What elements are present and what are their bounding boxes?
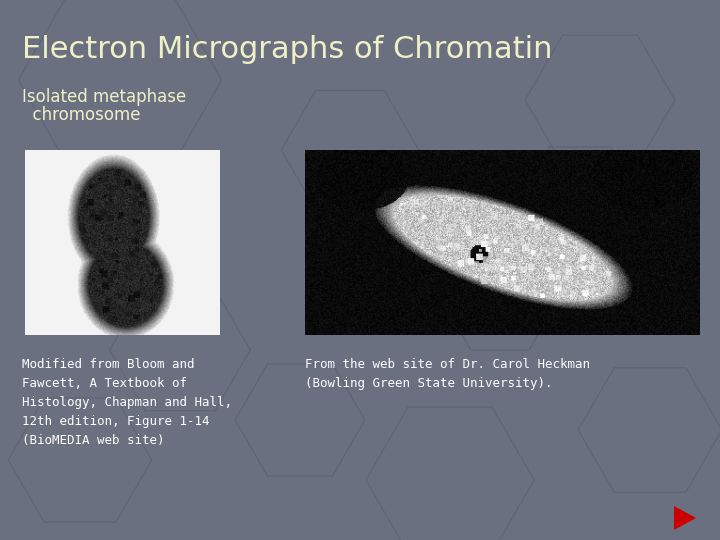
- Text: Modified from Bloom and
Fawcett, A Textbook of
Histology, Chapman and Hall,
12th: Modified from Bloom and Fawcett, A Textb…: [22, 358, 232, 447]
- Bar: [25, 150, 220, 335]
- Text: chromosome: chromosome: [22, 106, 140, 124]
- Text: From the web site of Dr. Carol Heckman
(Bowling Green State University).: From the web site of Dr. Carol Heckman (…: [305, 358, 590, 390]
- Text: Isolated metaphase: Isolated metaphase: [22, 88, 186, 106]
- Polygon shape: [674, 506, 696, 530]
- Text: Electron Micrographs of Chromatin: Electron Micrographs of Chromatin: [22, 35, 552, 64]
